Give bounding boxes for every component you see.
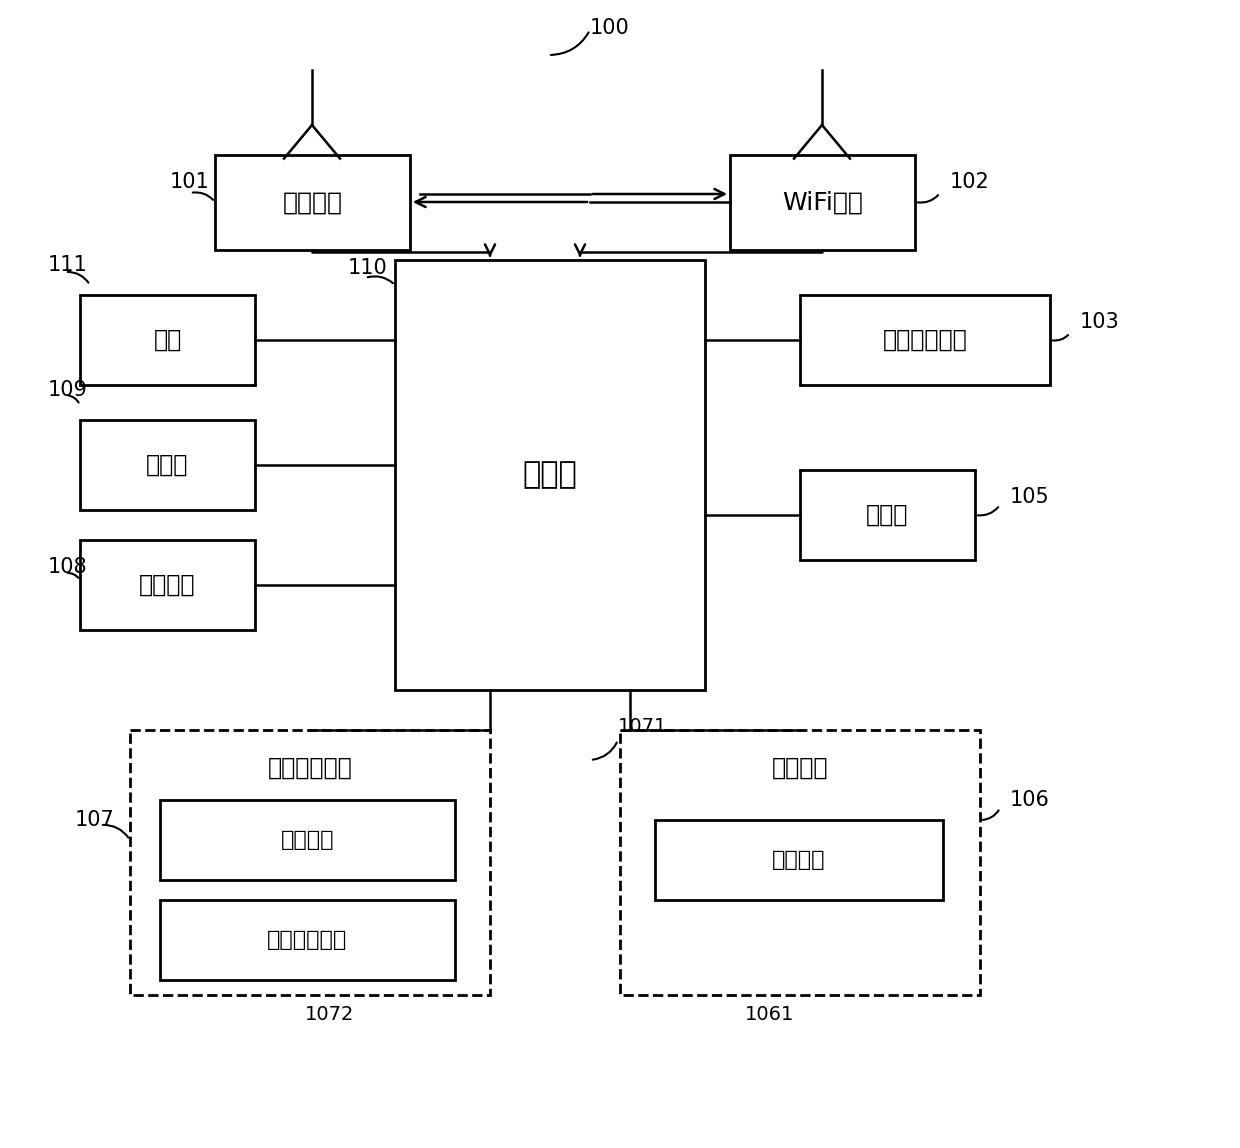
Bar	[160, 800, 455, 881]
Text: 107: 107	[74, 810, 115, 830]
Text: 显示面板: 显示面板	[773, 850, 826, 870]
Text: 接口单元: 接口单元	[139, 573, 196, 597]
Text: 音频输出单元: 音频输出单元	[883, 328, 967, 352]
Text: 用户输入单元: 用户输入单元	[268, 757, 352, 779]
Text: WiFi模块: WiFi模块	[782, 191, 863, 215]
Text: 1071: 1071	[618, 718, 667, 737]
Text: 110: 110	[348, 258, 388, 278]
Bar	[620, 730, 980, 995]
Text: 电源: 电源	[154, 328, 181, 352]
Text: 102: 102	[950, 172, 990, 192]
Text: 108: 108	[48, 557, 88, 577]
Bar	[800, 470, 975, 560]
Text: 105: 105	[1011, 487, 1050, 507]
Text: 传感器: 传感器	[867, 503, 909, 527]
Bar	[800, 295, 1050, 385]
Bar	[215, 155, 410, 250]
Text: 100: 100	[590, 18, 630, 38]
Bar	[160, 900, 455, 980]
Text: 其他输入设备: 其他输入设备	[268, 930, 347, 951]
Text: 1072: 1072	[305, 1006, 355, 1024]
Bar	[81, 540, 255, 630]
Text: 存储器: 存储器	[146, 453, 188, 478]
Bar	[130, 730, 490, 995]
Bar	[396, 259, 706, 690]
Text: 109: 109	[48, 380, 88, 400]
Text: 处理器: 处理器	[522, 460, 578, 489]
Bar	[655, 820, 942, 900]
Bar	[81, 295, 255, 385]
Text: 103: 103	[1080, 312, 1120, 332]
Text: 106: 106	[1011, 790, 1050, 810]
Text: 101: 101	[170, 172, 210, 192]
Text: 触控面板: 触控面板	[280, 830, 335, 850]
Text: 射频单元: 射频单元	[283, 191, 342, 215]
Bar	[81, 420, 255, 510]
Bar	[730, 155, 915, 250]
Text: 1061: 1061	[745, 1006, 795, 1024]
Text: 111: 111	[48, 255, 88, 276]
Text: 显示单元: 显示单元	[771, 757, 828, 779]
